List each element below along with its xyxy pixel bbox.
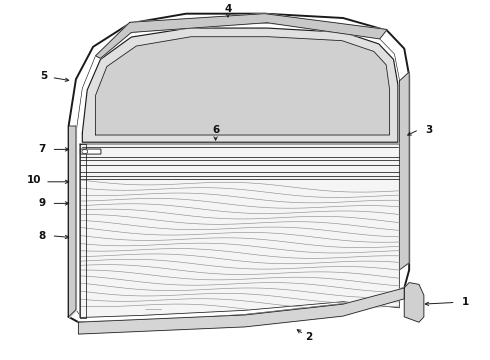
Polygon shape [80,144,399,318]
Polygon shape [69,14,409,322]
Polygon shape [404,283,424,322]
Text: 1: 1 [462,297,469,307]
Polygon shape [399,72,409,270]
Polygon shape [78,288,404,334]
Text: 10: 10 [27,175,42,185]
Text: 3: 3 [425,125,432,135]
Polygon shape [96,14,387,58]
Text: 2: 2 [305,332,312,342]
Text: 5: 5 [41,71,48,81]
Text: 4: 4 [224,4,232,14]
FancyBboxPatch shape [80,149,101,154]
Polygon shape [96,37,390,135]
Circle shape [82,149,88,154]
Text: 6: 6 [212,125,219,135]
Text: 8: 8 [38,231,45,241]
Polygon shape [82,28,398,142]
Text: 7: 7 [38,144,46,154]
Text: 9: 9 [38,198,45,208]
Polygon shape [69,126,76,317]
